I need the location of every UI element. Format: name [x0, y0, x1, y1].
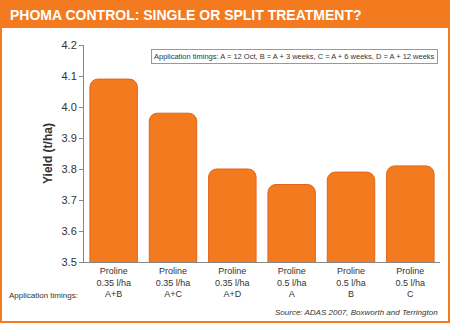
svg-text:Proline0.35 l/haA+D: Proline0.35 l/haA+D: [215, 266, 250, 299]
svg-text:Source: ADAS 2007, Boxworth an: Source: ADAS 2007, Boxworth and Terringt…: [275, 308, 438, 317]
svg-text:3.6: 3.6: [62, 225, 77, 237]
svg-text:3.8: 3.8: [62, 163, 77, 175]
html-text:PHOMA CONTROL: SINGLE OR SPLIT: PHOMA CONTROL: SINGLE OR SPLIT TREATMENT…: [10, 7, 362, 23]
svg-text:3.9: 3.9: [62, 132, 77, 144]
svg-text:Application timings:: Application timings:: [9, 291, 78, 300]
svg-text:Proline0.35 l/haA+C: Proline0.35 l/haA+C: [156, 266, 191, 299]
svg-text:3.7: 3.7: [62, 194, 77, 206]
svg-text:4.2: 4.2: [62, 39, 77, 51]
svg-text:4.1: 4.1: [62, 70, 77, 82]
svg-text:Proline0.5 l/haC: Proline0.5 l/haC: [396, 266, 426, 299]
svg-text:Yield (t/ha): Yield (t/ha): [41, 123, 55, 184]
svg-text:Proline0.5 l/haA: Proline0.5 l/haA: [277, 266, 307, 299]
svg-text:3.5: 3.5: [62, 256, 77, 268]
svg-text:Proline0.35 l/haA+B: Proline0.35 l/haA+B: [96, 266, 131, 299]
svg-text:Proline0.5 l/haB: Proline0.5 l/haB: [336, 266, 366, 299]
svg-text:4.0: 4.0: [62, 101, 77, 113]
svg-text:Application timings: A = 12 Oc: Application timings: A = 12 Oct, B = A +…: [154, 52, 435, 61]
